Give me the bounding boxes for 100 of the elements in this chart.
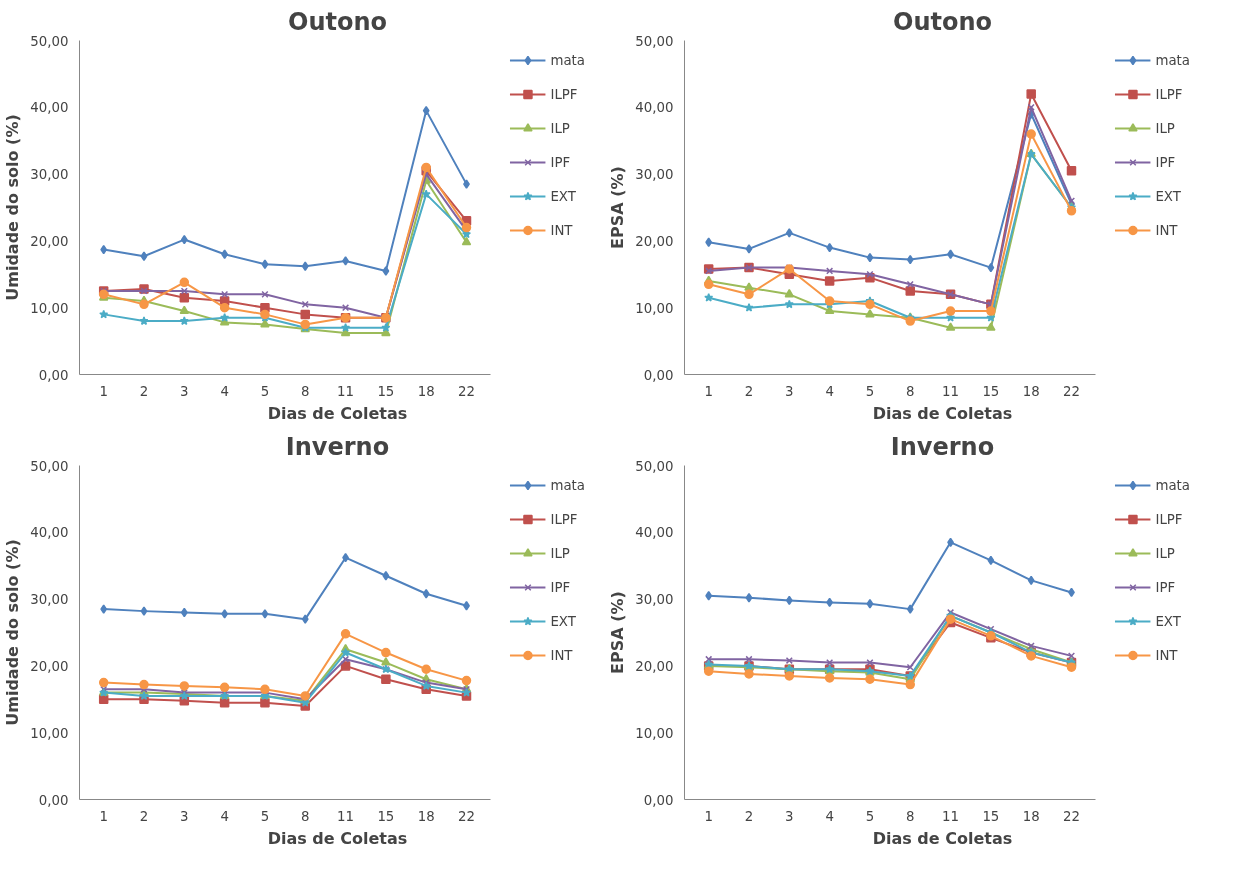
y-tick-label: 20,00	[635, 658, 674, 674]
x-tick-label: 22	[1063, 383, 1080, 399]
x-tick-label: 3	[180, 808, 189, 824]
x-tick-label: 2	[744, 808, 754, 824]
y-tick-label: 50,00	[30, 33, 69, 49]
x-tick-label: 5	[865, 808, 875, 824]
y-tick-label: 50,00	[635, 458, 674, 474]
y-tick-label: 0,00	[38, 367, 69, 383]
chart-title: Outono	[287, 7, 388, 36]
x-tick-label: 11	[942, 808, 960, 824]
x-tick-label: 15	[982, 383, 1000, 399]
legend-label: ILPF	[550, 511, 578, 527]
x-tick-label: 5	[260, 808, 270, 824]
x-tick-label: 15	[377, 808, 395, 824]
x-tick-label: 22	[458, 808, 475, 824]
y-tick-label: 10,00	[30, 300, 69, 316]
legend-label: ILP	[550, 120, 571, 136]
x-tick-label: 8	[301, 383, 310, 399]
legend-label: ILP	[550, 545, 571, 561]
x-tick-label: 4	[825, 383, 834, 399]
x-tick-label: 5	[865, 383, 875, 399]
legend-label: INT	[550, 222, 573, 238]
x-tick-label: 1	[704, 383, 713, 399]
legend-label: ILPF	[1155, 86, 1183, 102]
x-tick-label: 8	[906, 383, 915, 399]
x-tick-label: 11	[337, 383, 355, 399]
x-axis-title: Dias de Coletas	[872, 403, 1013, 423]
legend-label: IPF	[550, 154, 571, 170]
y-tick-label: 10,00	[30, 725, 69, 741]
x-axis-title: Dias de Coletas	[872, 828, 1013, 848]
x-tick-label: 15	[377, 383, 395, 399]
chart-title: Inverno	[285, 432, 390, 461]
y-tick-label: 40,00	[635, 525, 674, 541]
legend-label: EXT	[550, 188, 576, 204]
legend-label: mata	[1155, 52, 1190, 68]
y-tick-label: 40,00	[30, 100, 69, 116]
legend-label: INT	[550, 647, 573, 663]
x-tick-label: 22	[1063, 808, 1080, 824]
legend-label: mata	[550, 477, 585, 493]
y-tick-label: 10,00	[635, 300, 674, 316]
x-tick-label: 11	[942, 383, 960, 399]
y-tick-label: 30,00	[635, 592, 674, 608]
y-tick-label: 20,00	[635, 233, 674, 249]
x-tick-label: 5	[260, 383, 270, 399]
x-tick-label: 1	[99, 383, 108, 399]
y-tick-label: 50,00	[30, 458, 69, 474]
legend-label: mata	[550, 52, 585, 68]
legend-label: ILPF	[1155, 511, 1183, 527]
y-tick-label: 0,00	[643, 792, 674, 808]
legend-label: INT	[1155, 647, 1178, 663]
x-tick-label: 3	[180, 383, 189, 399]
x-tick-label: 18	[1022, 383, 1040, 399]
x-tick-label: 1	[99, 808, 108, 824]
legend-label: EXT	[1155, 613, 1181, 629]
x-tick-label: 4	[825, 808, 834, 824]
y-tick-label: 20,00	[30, 658, 69, 674]
y-axis-title: EPSA (%)	[608, 166, 628, 249]
x-tick-label: 11	[337, 808, 355, 824]
chart-title: Inverno	[890, 432, 995, 461]
y-tick-label: 40,00	[30, 525, 69, 541]
x-tick-label: 15	[982, 808, 1000, 824]
y-tick-label: 10,00	[635, 725, 674, 741]
legend-label: ILP	[1155, 545, 1176, 561]
x-tick-label: 22	[458, 383, 475, 399]
x-tick-label: 18	[417, 383, 435, 399]
legend-label: IPF	[1155, 154, 1176, 170]
x-tick-label: 2	[139, 383, 149, 399]
y-axis-title: EPSA (%)	[608, 591, 628, 674]
y-tick-label: 0,00	[38, 792, 69, 808]
x-tick-label: 4	[220, 383, 229, 399]
legend-label: ILP	[1155, 120, 1176, 136]
y-axis-title: Umidade do solo (%)	[3, 114, 23, 301]
legend-label: ILPF	[550, 86, 578, 102]
x-tick-label: 18	[417, 808, 435, 824]
legend-label: IPF	[550, 579, 571, 595]
y-axis-title: Umidade do solo (%)	[3, 539, 23, 726]
y-tick-label: 30,00	[30, 592, 69, 608]
legend-label: INT	[1155, 222, 1178, 238]
y-tick-label: 40,00	[635, 100, 674, 116]
x-axis-title: Dias de Coletas	[267, 403, 408, 423]
x-tick-label: 3	[785, 808, 794, 824]
y-tick-label: 0,00	[643, 367, 674, 383]
x-tick-label: 18	[1022, 808, 1040, 824]
y-tick-label: 20,00	[30, 233, 69, 249]
legend-label: mata	[1155, 477, 1190, 493]
x-tick-label: 8	[301, 808, 310, 824]
x-axis-title: Dias de Coletas	[267, 828, 408, 848]
legend-label: EXT	[1155, 188, 1181, 204]
y-tick-label: 30,00	[30, 167, 69, 183]
x-tick-label: 8	[906, 808, 915, 824]
x-tick-label: 1	[704, 808, 713, 824]
x-tick-label: 2	[744, 383, 754, 399]
y-tick-label: 30,00	[635, 167, 674, 183]
legend-label: IPF	[1155, 579, 1176, 595]
x-tick-label: 4	[220, 808, 229, 824]
x-tick-label: 2	[139, 808, 149, 824]
y-tick-label: 50,00	[635, 33, 674, 49]
legend-label: EXT	[550, 613, 576, 629]
chart-title: Outono	[892, 7, 993, 36]
x-tick-label: 3	[785, 383, 794, 399]
